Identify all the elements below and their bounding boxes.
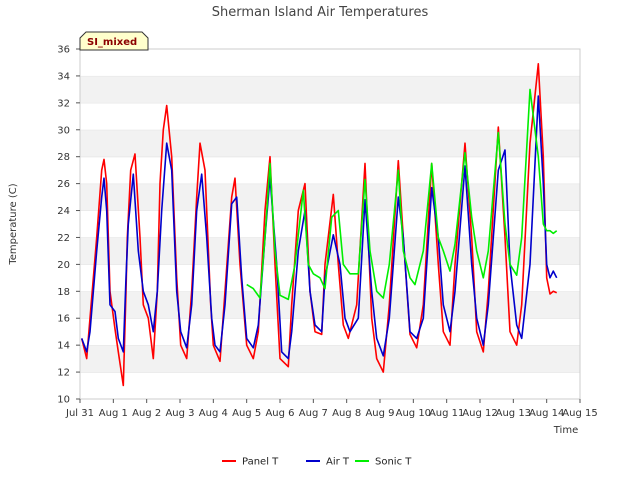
x-tick-label: Aug 14 <box>529 408 564 419</box>
y-tick-label: 18 <box>57 287 70 298</box>
y-tick-label: 20 <box>57 260 70 271</box>
grid-band <box>80 102 580 130</box>
badge-box <box>79 31 149 51</box>
x-tick-label: Aug 12 <box>462 408 497 419</box>
y-axis-title: Temperature (C) <box>8 183 19 265</box>
legend-label: Air T <box>326 457 350 468</box>
legend: Panel T Air T Sonic T <box>222 457 412 468</box>
x-tick-label: Aug 4 <box>199 408 228 419</box>
x-tick-label: Aug 15 <box>562 408 597 419</box>
y-tick-label: 34 <box>57 71 70 82</box>
x-tick-label: Aug 13 <box>496 408 531 419</box>
y-tick-label: 26 <box>57 179 70 190</box>
x-tick-label: Aug 10 <box>396 408 431 419</box>
x-axis-ticks: Jul 31 Aug 1 Aug 2 Aug 3 Aug 4 Aug 5 Aug 6 Aug … <box>65 399 598 419</box>
y-tick-label: 14 <box>57 341 70 352</box>
x-tick-label: Aug 3 <box>165 408 194 419</box>
grid-band <box>80 264 580 292</box>
y-tick-label: 32 <box>57 98 70 109</box>
grid-band <box>80 318 580 346</box>
grid-band <box>80 49 580 76</box>
series-lines <box>80 63 558 387</box>
y-axis-ticks: 10 12 14 16 18 20 22 24 26 28 30 32 34 36 <box>57 45 80 406</box>
badge-label: SI_mixed <box>87 37 137 48</box>
series-line-air-t <box>80 95 558 360</box>
grid-band <box>80 75 580 103</box>
grid-band <box>80 291 580 319</box>
grid-band <box>80 183 580 211</box>
x-tick-label: Aug 2 <box>132 408 161 419</box>
x-tick-label: Jul 31 <box>65 408 94 419</box>
chart-title: Sherman Island Air Temperatures <box>212 5 429 20</box>
y-tick-label: 10 <box>57 395 70 406</box>
x-tick-label: Aug 8 <box>332 408 361 419</box>
y-tick-label: 24 <box>57 206 70 217</box>
x-tick-label: Aug 9 <box>365 408 394 419</box>
x-tick-label: Aug 7 <box>299 408 328 419</box>
y-tick-label: 12 <box>57 368 70 379</box>
x-axis-title: Time <box>553 425 578 436</box>
y-tick-label: 16 <box>57 314 70 325</box>
series-line-panel-t <box>80 63 558 387</box>
legend-label: Sonic T <box>375 457 412 468</box>
y-tick-label: 36 <box>57 45 70 56</box>
series-line-sonic-t <box>246 88 558 301</box>
y-tick-label: 22 <box>57 233 70 244</box>
x-tick-label: Aug 1 <box>99 408 128 419</box>
plot-area-frame <box>79 48 581 400</box>
grid-band <box>80 345 580 373</box>
x-tick-label: Aug 6 <box>265 408 294 419</box>
grid-band <box>80 372 580 399</box>
x-tick-label: Aug 5 <box>232 408 261 419</box>
y-tick-label: 30 <box>57 125 70 136</box>
legend-label: Panel T <box>242 457 279 468</box>
dataset-badge: SI_mixed <box>79 31 149 51</box>
y-tick-label: 28 <box>57 152 70 163</box>
x-tick-label: Aug 11 <box>429 408 464 419</box>
